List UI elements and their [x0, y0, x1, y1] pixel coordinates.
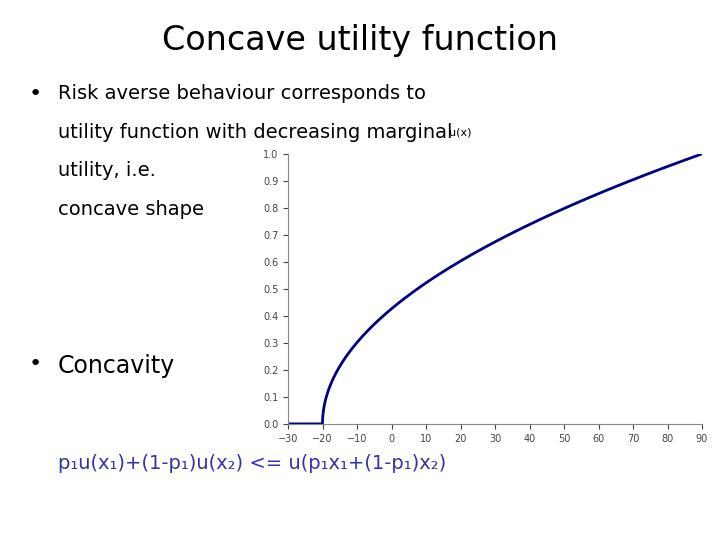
Text: concave shape: concave shape: [58, 200, 204, 219]
Text: •: •: [29, 354, 42, 374]
Text: Risk averse behaviour corresponds to: Risk averse behaviour corresponds to: [58, 84, 426, 103]
Text: •: •: [29, 84, 42, 104]
Text: Concave utility function: Concave utility function: [162, 24, 558, 57]
Text: Concavity: Concavity: [58, 354, 175, 377]
Text: utility function with decreasing marginal: utility function with decreasing margina…: [58, 123, 452, 141]
Text: utility, i.e.: utility, i.e.: [58, 161, 156, 180]
Text: u(x): u(x): [449, 127, 472, 138]
Text: p₁u(x₁)+(1-p₁)u(x₂) <= u(p₁x₁+(1-p₁)x₂): p₁u(x₁)+(1-p₁)u(x₂) <= u(p₁x₁+(1-p₁)x₂): [58, 454, 446, 472]
